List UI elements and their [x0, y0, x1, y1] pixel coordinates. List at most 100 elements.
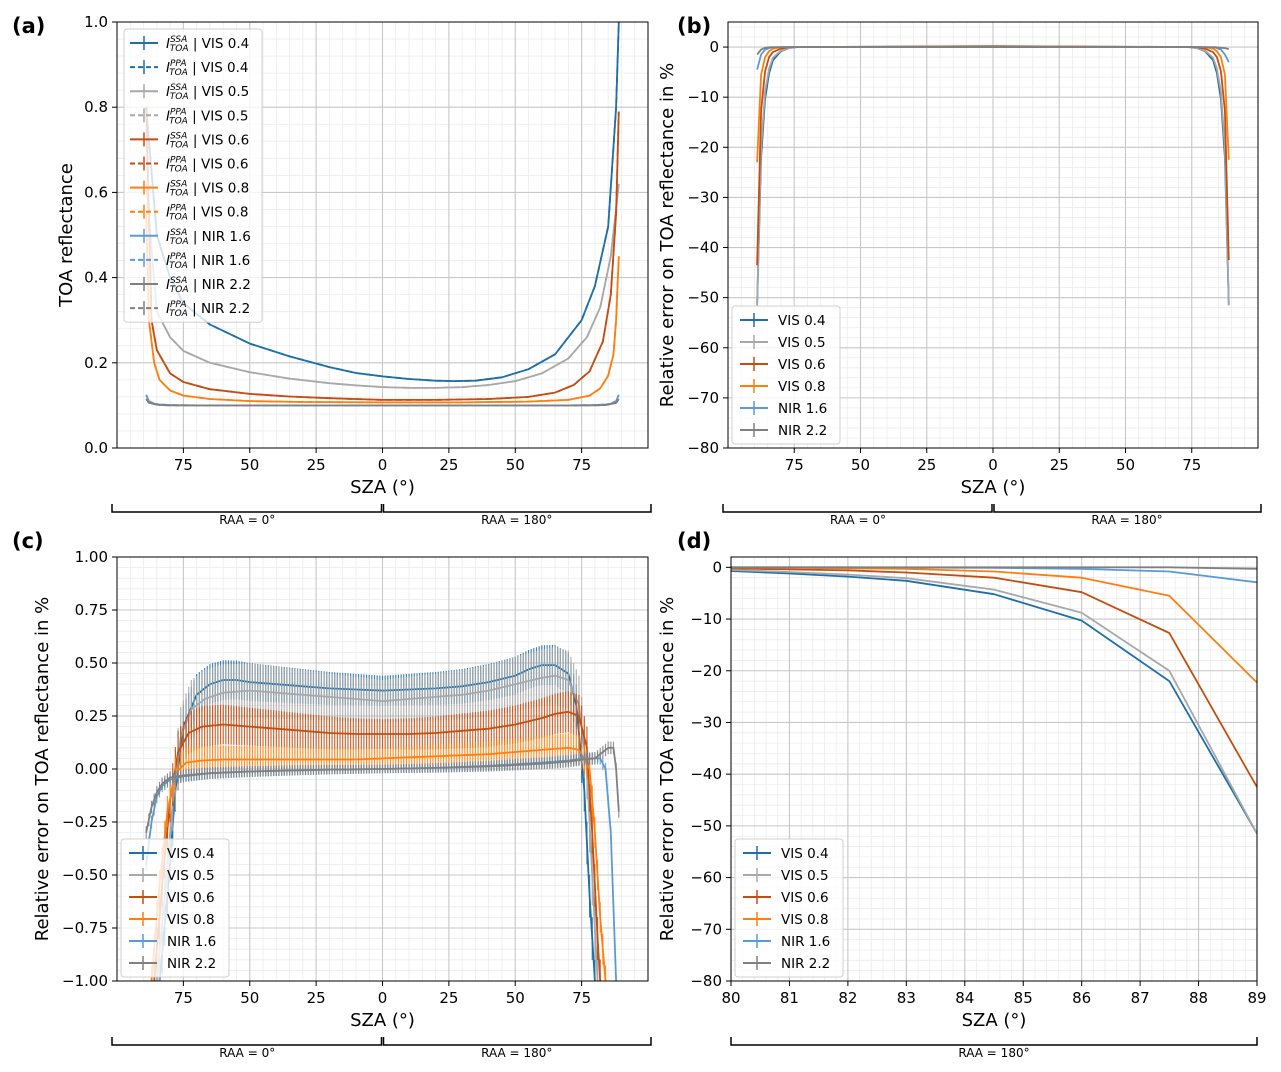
x-axis-label: SZA (°) — [350, 1010, 415, 1031]
legend-item: IPPA TOA | NIR 2.2 — [130, 300, 250, 319]
y-tick-label: 0.50 — [75, 654, 108, 672]
legend-item: VIS 0.6 — [740, 357, 826, 373]
legend-label: NIR 2.2 — [167, 956, 216, 972]
legend-label: NIR 1.6 — [781, 934, 830, 950]
x-tick-label: 89 — [1247, 989, 1266, 1007]
x-tick-label: 50 — [506, 456, 525, 474]
legend-label: VIS 0.5 — [167, 868, 215, 884]
x-tick-label: 75 — [174, 456, 193, 474]
panel-a: 75 50 25 0 25 50 75 0.0 0.2 0.4 0.6 0.8 1.0 SZA (°) TO… — [12, 13, 652, 527]
legend-item: IPPA TOA | NIR 1.6 — [130, 252, 250, 271]
series-line-ppa-vis-0-6 — [145, 107, 620, 401]
x-tick-label: 86 — [1072, 989, 1091, 1007]
legend-item: VIS 0.8 — [743, 912, 829, 928]
raa-left-label: RAA = 0° — [830, 513, 886, 527]
legend-item: VIS 0.6 — [129, 890, 215, 906]
series-line-vis-0-6 — [153, 710, 602, 981]
raa-bracket: RAA = 0° RAA = 180° — [111, 504, 652, 527]
y-tick-label: 0.6 — [84, 183, 108, 201]
ticks: 75 50 25 0 25 50 75 0.0 0.2 0.4 0.6 0.8 1.0 — [84, 13, 591, 474]
series-line-vis-0-4 — [731, 570, 1257, 835]
legend-label: NIR 2.2 — [781, 956, 830, 972]
raa-left-bracket — [111, 1037, 383, 1046]
series-line-vis-0-8 — [150, 746, 607, 981]
raa-bracket: RAA = 0° RAA = 180° — [111, 1037, 652, 1060]
series-line-vis-0-5 — [731, 569, 1257, 835]
ticks: 75 50 25 0 25 50 75 1.00 0.75 0.50 0.25 0.00 −0.25 −0… — [62, 548, 591, 1007]
legend-label: VIS 0.5 — [781, 868, 829, 884]
data-series — [145, 22, 620, 407]
x-tick-label: 25 — [1050, 456, 1069, 474]
raa-left-label: RAA = 0° — [219, 1046, 275, 1060]
series-line-nir-2-2 — [731, 566, 1257, 570]
y-tick-label: 1.00 — [75, 548, 108, 566]
legend-item: VIS 0.4 — [743, 846, 829, 862]
legend-label: IPPA TOA | VIS 0.4 — [166, 59, 249, 78]
legend-item: VIS 0.5 — [129, 868, 215, 884]
legend-label: NIR 1.6 — [778, 401, 827, 417]
y-tick-label: 0.75 — [75, 601, 108, 619]
legend: VIS 0.4 VIS 0.5 VIS 0.6 VIS 0.8 NIR 1.6 NIR 2… — [734, 838, 844, 978]
x-tick-label: 80 — [721, 989, 740, 1007]
x-tick-label: 25 — [307, 456, 326, 474]
panel-b: 75 50 25 0 25 50 75 0 −10 −20 −30 −40 −50 −60 −70 −80 SZ… — [657, 14, 1262, 527]
raa-right-bracket — [382, 504, 652, 513]
series-line-ppa-vis-0-8 — [145, 213, 620, 404]
legend-label: VIS 0.8 — [781, 912, 829, 928]
x-tick-label: 50 — [506, 989, 525, 1007]
x-axis-label: SZA (°) — [962, 1010, 1027, 1031]
y-tick-label: −80 — [690, 972, 722, 990]
y-tick-label: 0.00 — [75, 760, 108, 778]
legend-box — [120, 838, 230, 978]
y-axis-label: Relative error on TOA reflectance in % — [657, 597, 678, 941]
panel-label: (c) — [12, 529, 44, 553]
raa-left-bracket — [111, 504, 383, 513]
x-tick-label: 81 — [780, 989, 799, 1007]
legend-item: IPPA TOA | VIS 0.5 — [130, 107, 249, 126]
panel-d: 80 81 82 83 84 85 86 87 88 89 0 −10 −20 −30 −40 −50 −60 −… — [657, 529, 1267, 1060]
x-tick-label: 75 — [572, 989, 591, 1007]
y-tick-label: −0.50 — [62, 866, 108, 884]
legend-box — [731, 305, 841, 445]
y-tick-label: 0.2 — [84, 354, 108, 372]
legend-label: NIR 1.6 — [167, 934, 216, 950]
x-tick-label: 50 — [1116, 456, 1135, 474]
x-tick-label: 88 — [1189, 989, 1208, 1007]
legend-box — [734, 838, 844, 978]
legend-label: VIS 0.4 — [778, 313, 826, 329]
legend-item: NIR 2.2 — [740, 423, 827, 439]
legend-label: ISSA TOA | VIS 0.4 — [166, 35, 249, 54]
raa-bracket-line — [730, 1037, 1258, 1046]
y-axis-label: TOA reflectance — [56, 163, 77, 308]
legend-label: VIS 0.4 — [781, 846, 829, 862]
y-tick-label: 0.25 — [75, 707, 108, 725]
x-tick-label: 75 — [572, 456, 591, 474]
x-tick-label: 75 — [174, 989, 193, 1007]
legend-item: VIS 0.5 — [743, 868, 829, 884]
y-tick-label: −30 — [687, 188, 719, 206]
y-tick-label: −20 — [690, 662, 722, 680]
legend-item: NIR 1.6 — [740, 401, 827, 417]
legend-item: VIS 0.6 — [743, 890, 829, 906]
legend-label: VIS 0.6 — [167, 890, 215, 906]
x-tick-label: 50 — [240, 989, 259, 1007]
raa-right-label: RAA = 180° — [481, 1046, 552, 1060]
x-tick-label: 25 — [307, 989, 326, 1007]
x-tick-label: 87 — [1131, 989, 1150, 1007]
legend-item: IPPA TOA | VIS 0.6 — [130, 156, 249, 175]
y-axis-label: Relative error on TOA reflectance in % — [657, 63, 678, 407]
y-tick-label: −40 — [687, 239, 719, 257]
legend-item: IPPA TOA | VIS 0.8 — [130, 204, 249, 223]
legend-label: IPPA TOA | VIS 0.5 — [166, 107, 249, 126]
raa-bracket: RAA = 0° RAA = 180° — [722, 504, 1262, 527]
x-tick-label: 0 — [988, 456, 998, 474]
raa-bracket: RAA = 180° — [730, 1037, 1258, 1060]
x-tick-label: 25 — [439, 456, 458, 474]
y-tick-label: −10 — [687, 88, 719, 106]
legend-label: VIS 0.8 — [167, 912, 215, 928]
panel-c: 75 50 25 0 25 50 75 1.00 0.75 0.50 0.25 0.00 −0.25 −0… — [12, 529, 652, 1060]
x-tick-label: 85 — [1014, 989, 1033, 1007]
y-tick-label: −0.25 — [62, 813, 108, 831]
legend-item: NIR 1.6 — [129, 934, 216, 950]
legend-item: VIS 0.4 — [740, 313, 826, 329]
